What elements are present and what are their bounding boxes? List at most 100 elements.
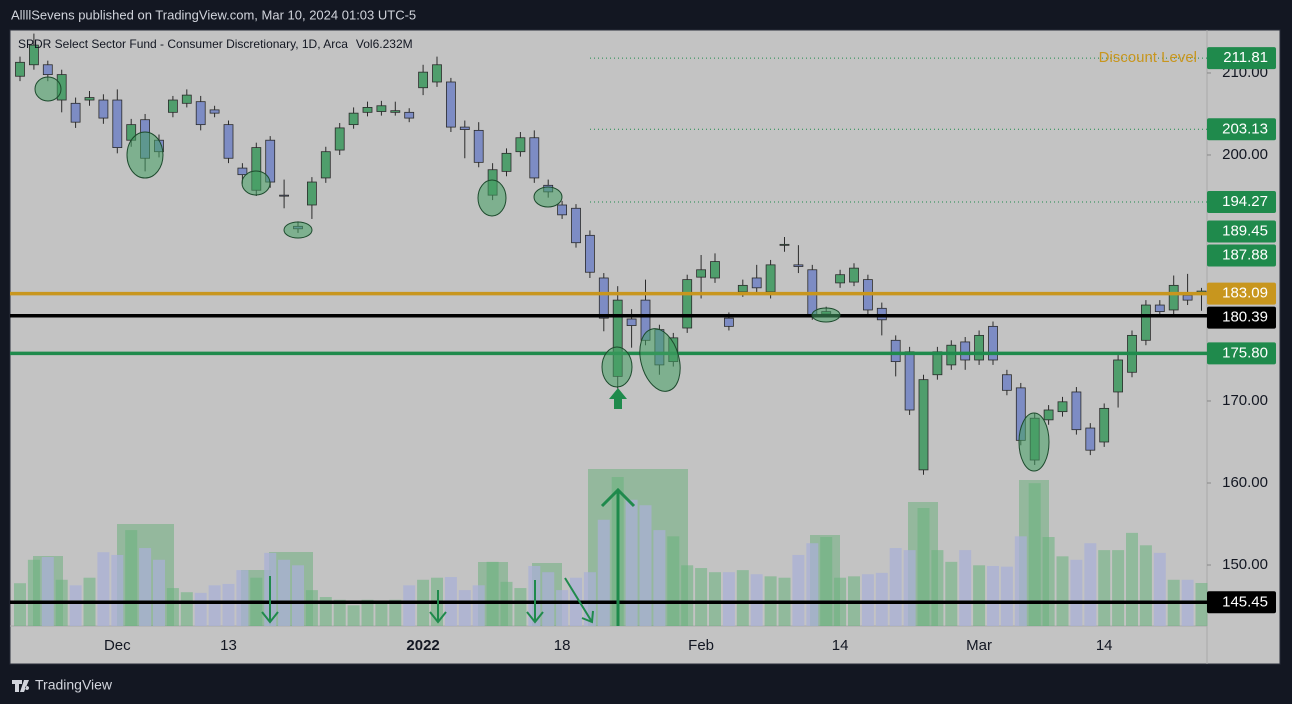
- price-label-box: [1207, 47, 1276, 70]
- up-arrow-icon: [609, 388, 627, 409]
- price-label: 145.45: [1222, 593, 1268, 610]
- candle-body: [195, 101, 206, 126]
- volume-bar: [375, 603, 388, 626]
- up-arrow: [600, 487, 636, 626]
- highlight-ellipse: [601, 346, 633, 388]
- price-label-box: [1207, 282, 1276, 305]
- candle-body: [432, 64, 442, 83]
- volume-bar: [625, 499, 638, 626]
- candle-body: [557, 204, 567, 216]
- candle-body: [418, 71, 429, 89]
- candle-body: [306, 181, 317, 206]
- volume-bar: [861, 574, 874, 626]
- down-arrow: [261, 576, 279, 624]
- chart-legend: SPDR Select Sector Fund - Consumer Discr…: [18, 37, 413, 51]
- candle-body: [529, 137, 540, 179]
- price-label: 211.81: [1223, 49, 1268, 66]
- highlight-ellipse: [811, 307, 841, 323]
- volume-bar: [292, 565, 304, 626]
- volume-bar: [139, 548, 152, 626]
- highlight-ellipse: [283, 221, 313, 239]
- candle-body: [1113, 359, 1123, 393]
- volume-bar: [111, 554, 124, 626]
- candle-body: [112, 99, 123, 148]
- x-tick-label: 2022: [406, 637, 439, 654]
- candle-body: [445, 81, 456, 128]
- candle-body: [70, 102, 81, 123]
- candle-body: [571, 207, 581, 244]
- volume-bar: [222, 583, 235, 626]
- volume-bar: [1098, 550, 1111, 626]
- volume-bar: [1000, 566, 1013, 626]
- volume-bar: [166, 588, 179, 626]
- candle-body: [598, 277, 609, 319]
- volume-bar: [486, 561, 499, 626]
- volume-bar: [305, 590, 318, 626]
- candle-body: [501, 152, 512, 172]
- publish-header: AllllSevens published on TradingView.com…: [11, 7, 416, 22]
- candle-body: [890, 339, 901, 363]
- volume-bar: [959, 550, 972, 626]
- volume-bar: [1028, 483, 1041, 626]
- volume-bar: [361, 599, 374, 626]
- volume-bar: [1084, 543, 1097, 626]
- volume-bar: [1153, 552, 1166, 626]
- volume-bar: [97, 552, 110, 626]
- candle-body: [1057, 401, 1068, 413]
- candle-body: [404, 111, 415, 119]
- candle-body: [98, 99, 109, 119]
- candle-body: [765, 264, 776, 293]
- candle-body: [279, 194, 290, 197]
- x-tick-label: 14: [1096, 637, 1113, 654]
- volume-bar: [709, 572, 721, 626]
- volume-bar: [1126, 532, 1138, 626]
- y-tick-label: 150.00: [1222, 556, 1268, 573]
- candle-body: [1141, 304, 1151, 341]
- price-label-box: [1207, 342, 1276, 365]
- candle-body: [42, 64, 53, 76]
- highlight-ellipse: [34, 76, 62, 102]
- candle-body: [918, 379, 929, 471]
- candle-body: [626, 318, 637, 326]
- volume-bar: [1139, 545, 1152, 626]
- candle-body: [15, 61, 25, 77]
- volume-bar: [14, 583, 26, 626]
- volume-bar: [736, 570, 749, 626]
- volume-bar: [347, 605, 360, 626]
- y-tick-label: 200.00: [1222, 146, 1268, 163]
- volume-bar: [1112, 550, 1125, 626]
- volume-bar: [472, 585, 485, 626]
- volume-bar: [403, 585, 416, 626]
- volume-bar: [1014, 536, 1027, 626]
- price-label: 183.09: [1222, 285, 1268, 302]
- price-label: 189.45: [1222, 222, 1268, 239]
- candle-body: [1085, 427, 1096, 451]
- volume-bar: [931, 550, 944, 626]
- candle-body: [459, 126, 470, 130]
- volume-bar: [514, 588, 527, 626]
- candle-body: [237, 167, 248, 176]
- candle-body: [696, 269, 706, 278]
- volume-bar: [389, 599, 402, 626]
- candle-body: [960, 341, 971, 361]
- highlight-ellipse: [1018, 412, 1050, 472]
- price-label-box: [1207, 306, 1276, 329]
- candle-body: [167, 99, 178, 113]
- volume-bar: [722, 572, 735, 626]
- candle-body: [320, 151, 331, 179]
- tradingview-logo: [12, 680, 30, 692]
- candle-body: [724, 317, 734, 327]
- candle-body: [793, 264, 804, 267]
- volume-bar: [236, 570, 249, 626]
- candle-body: [473, 129, 484, 163]
- volume-bar: [695, 568, 708, 626]
- candle-body: [28, 44, 39, 66]
- price-label-box: [1207, 118, 1276, 141]
- candle-body: [585, 234, 595, 273]
- volume-bar: [597, 519, 610, 626]
- down-arrow: [564, 577, 594, 624]
- candle-body: [974, 334, 984, 361]
- volume-bar: [319, 597, 332, 626]
- candle-body: [1099, 407, 1110, 443]
